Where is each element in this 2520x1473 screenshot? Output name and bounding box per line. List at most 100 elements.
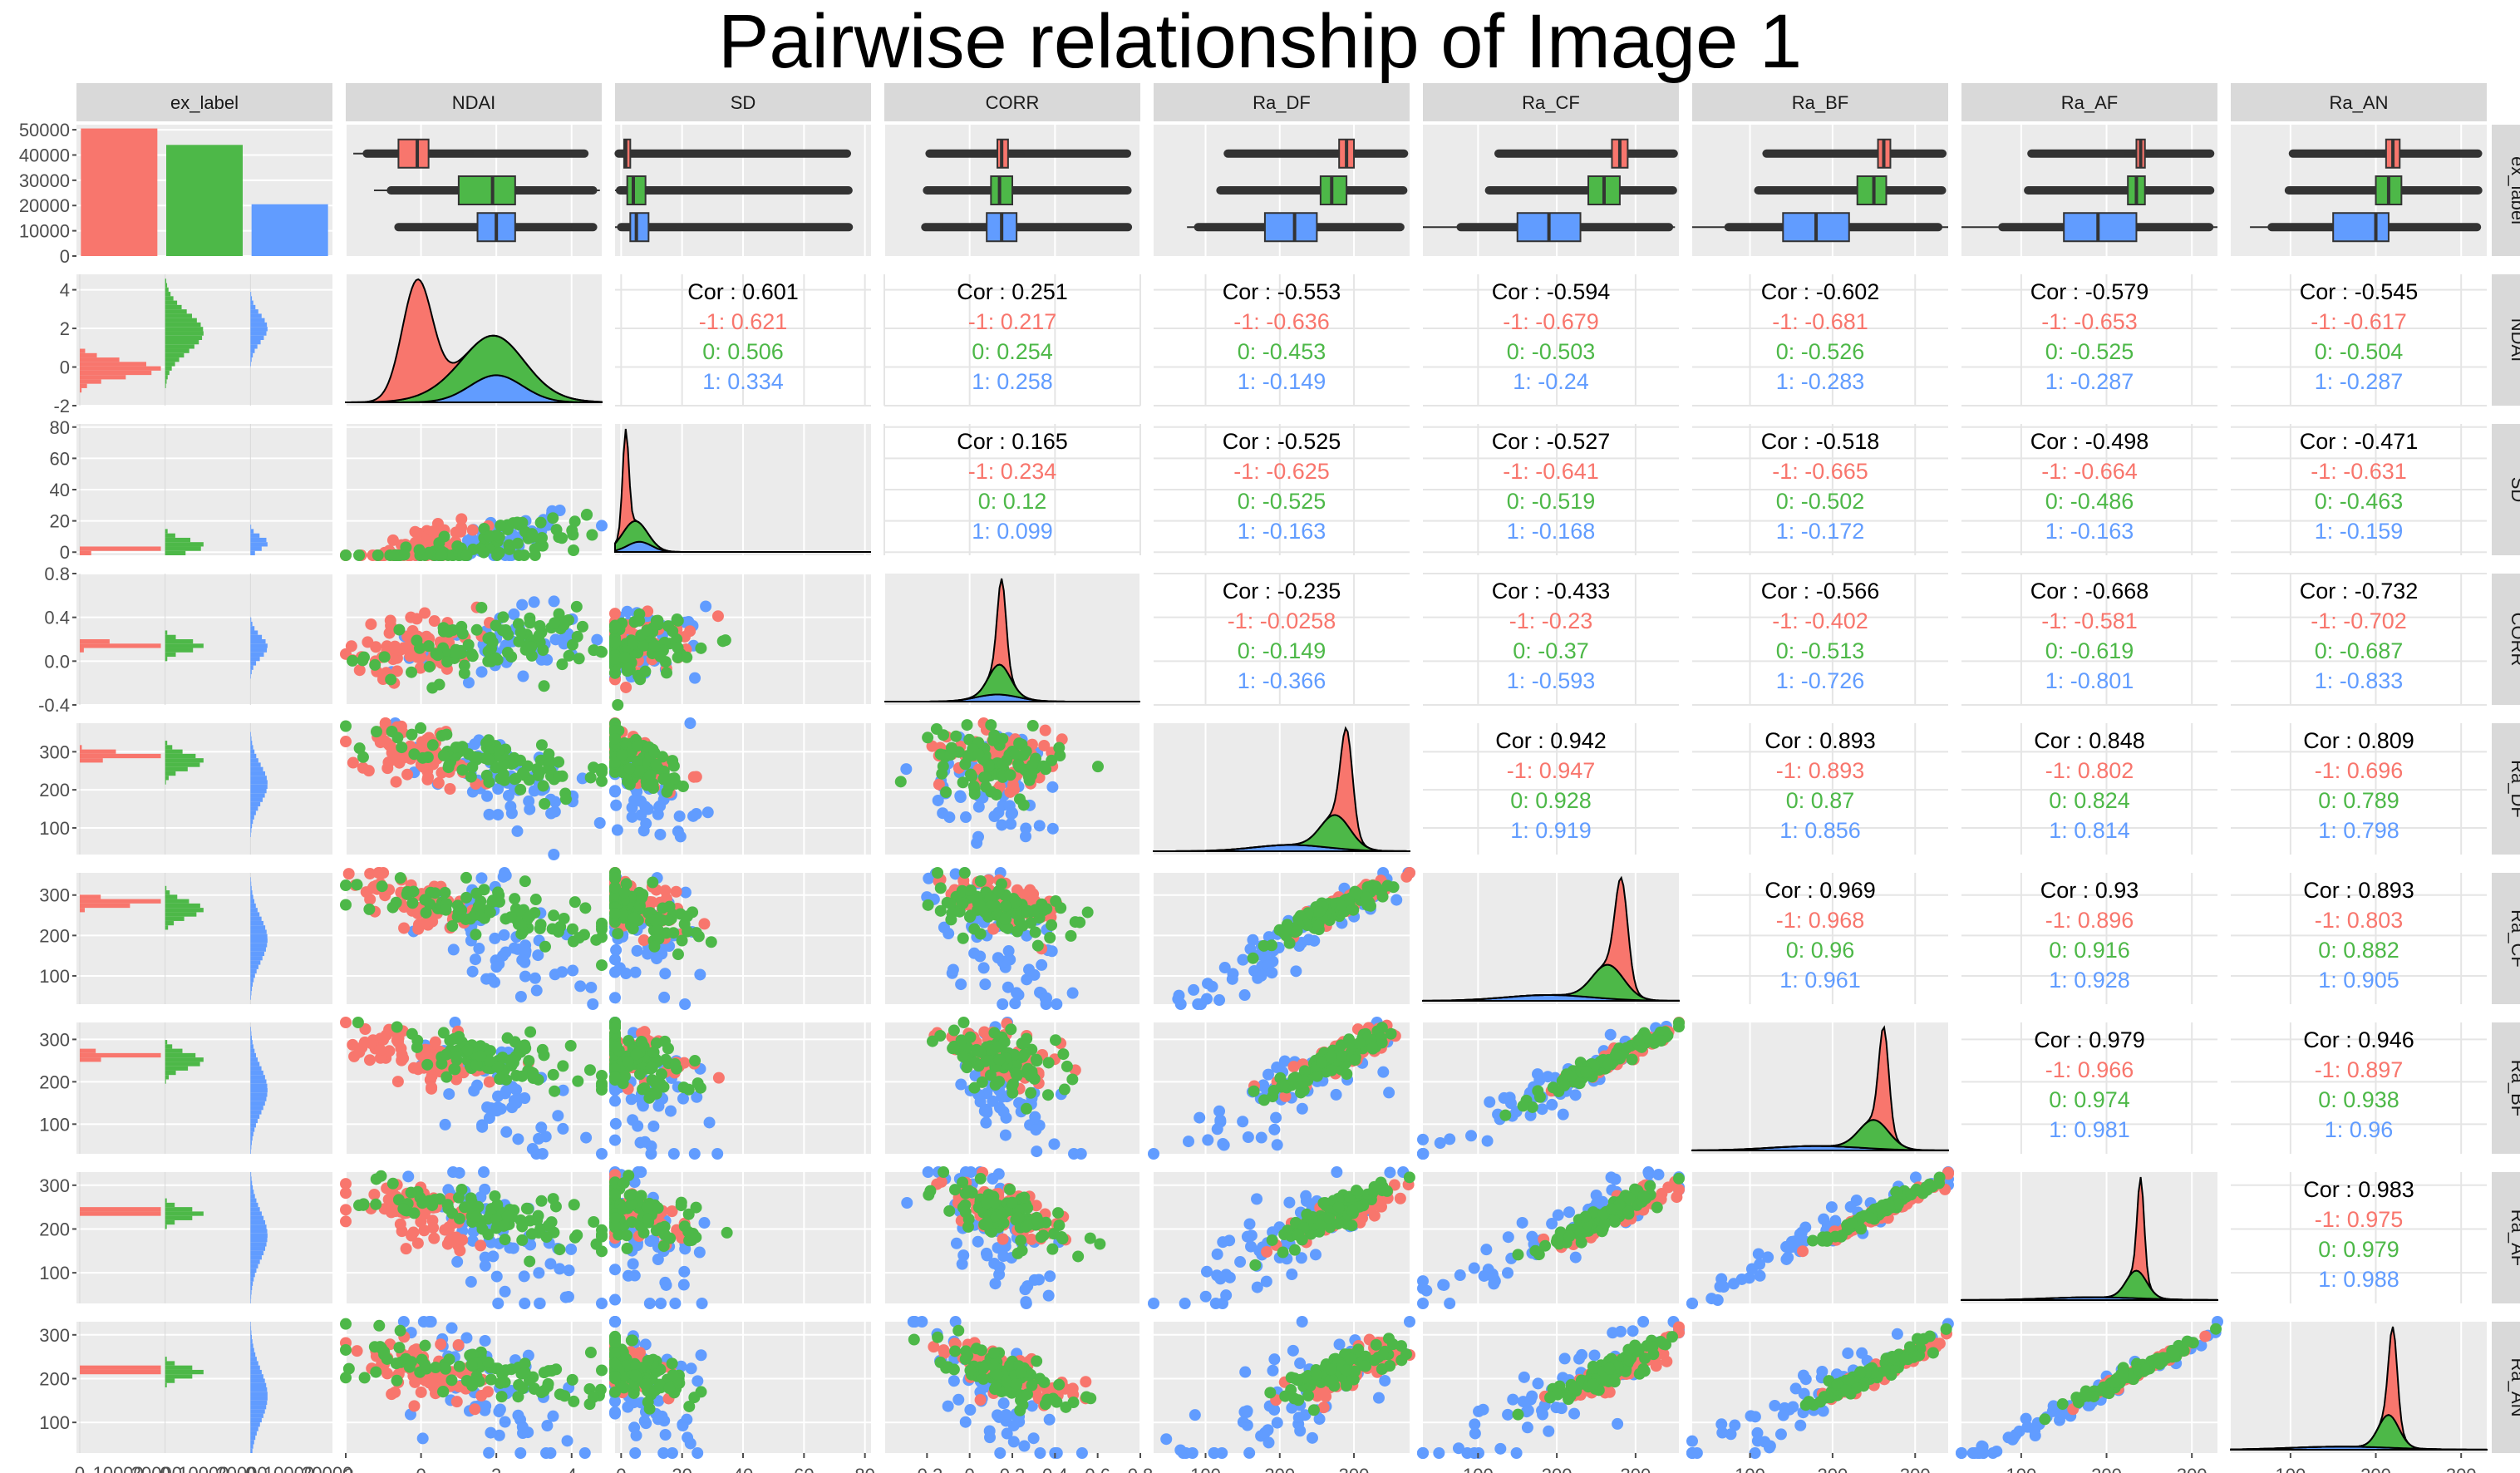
hist-bar-0 <box>165 1052 196 1058</box>
scatter-point-1 <box>667 1148 680 1160</box>
scatter-point-1 <box>694 968 706 981</box>
panel-Ra_DF-CORR <box>883 717 1141 855</box>
scatter-point-1 <box>1029 1111 1041 1123</box>
panel-bg <box>1154 574 1410 705</box>
hist-bar-1 <box>250 665 253 670</box>
scatter-point--1 <box>456 1234 469 1246</box>
scatter-point-0 <box>999 900 1011 913</box>
scatter-point-1 <box>469 953 481 966</box>
hist-bar--1 <box>80 908 85 913</box>
cor-text: 1: 0.798 <box>2318 818 2399 843</box>
scatter-point-0 <box>618 1177 630 1190</box>
hist-bar-1 <box>250 1057 258 1062</box>
hist-bar-1 <box>250 1106 263 1111</box>
scatter-point-0 <box>716 635 729 648</box>
hist-bar--1 <box>80 375 126 380</box>
hist-bar-1 <box>250 881 252 886</box>
panel-ex_label-SD <box>614 125 871 256</box>
strip-right-label-Ra_AN: Ra_AN <box>2508 1358 2520 1417</box>
scatter-point-0 <box>623 778 636 791</box>
scatter-point-0 <box>352 1017 364 1028</box>
scatter-point-1 <box>498 929 510 941</box>
hist-bar-1 <box>250 1185 253 1190</box>
scatter-point-1 <box>1030 1124 1042 1136</box>
scatter-point-1 <box>466 965 479 978</box>
density--1 <box>884 578 1140 702</box>
scatter-point-0 <box>1061 1060 1073 1072</box>
strip-top-Ra_CF <box>1423 83 1679 121</box>
scatter-point-0 <box>524 1255 536 1268</box>
scatter-point-0 <box>376 880 388 893</box>
hist-bar--1 <box>80 379 101 384</box>
scatter-point-1 <box>511 825 524 837</box>
cor-text: -1: 0.621 <box>699 309 788 334</box>
scatter-point-0 <box>494 1072 506 1085</box>
scatter-point--1 <box>475 1239 487 1252</box>
scatter-point-0 <box>627 638 639 650</box>
scatter-point-0 <box>997 732 1009 745</box>
panel-Ra_CF-NDAI <box>340 867 608 1010</box>
hist-bar-1 <box>250 357 252 362</box>
hist-bar-1 <box>250 1238 268 1243</box>
scatter-point-0 <box>1017 799 1030 811</box>
hist-bar-0 <box>165 657 168 662</box>
scatter-point-0 <box>644 769 657 781</box>
scatter-point-0 <box>1046 754 1058 766</box>
strip-top-Ra_AN <box>2231 83 2487 121</box>
cor-text: 0: 0.882 <box>2318 938 2399 963</box>
scatter-point-1 <box>591 633 603 646</box>
scatter-point-0 <box>961 719 973 732</box>
scatter-point-0 <box>543 748 555 761</box>
panel-bg <box>76 1022 332 1154</box>
hist-bar-1 <box>250 537 267 543</box>
hist-bar-1 <box>250 1075 265 1080</box>
scatter-point-1 <box>647 1120 660 1132</box>
scatter-point-0 <box>405 1186 417 1199</box>
hist-bar-1 <box>250 1035 252 1041</box>
scatter-point--1 <box>1039 724 1051 736</box>
scatter-point-0 <box>1553 1085 1565 1097</box>
scatter-point-0 <box>990 788 1002 801</box>
cor-text: 0: 0.12 <box>978 489 1047 514</box>
scatter-point-0 <box>554 1244 566 1256</box>
scatter-point--1 <box>483 1076 495 1088</box>
scatter-point-0 <box>1499 1109 1512 1121</box>
cor-text: -1: 0.966 <box>2045 1057 2134 1082</box>
panel-bg <box>76 574 332 705</box>
scatter-point-0 <box>957 776 969 789</box>
scatter-point-0 <box>675 1200 687 1212</box>
scatter-point-0 <box>483 776 495 788</box>
scatter-point-1 <box>981 1249 993 1262</box>
hist-bar-1 <box>250 824 253 829</box>
cor-text: -1: -0.402 <box>1772 608 1868 633</box>
scatter-point-0 <box>654 650 667 663</box>
scatter-point-0 <box>484 906 496 919</box>
scatter-point-0 <box>548 909 560 922</box>
scatter-point-0 <box>357 751 369 763</box>
scatter-point-0 <box>957 1050 969 1062</box>
scatter-point--1 <box>353 664 366 677</box>
scatter-point--1 <box>362 765 375 777</box>
scatter-point-0 <box>422 640 435 653</box>
scatter-point-0 <box>609 1071 621 1083</box>
cor-text: -1: 0.893 <box>1776 758 1865 783</box>
scatter-point-0 <box>524 617 536 629</box>
scatter-point--1 <box>670 885 682 898</box>
hist-bar-0 <box>165 537 191 543</box>
scatter-point-0 <box>438 530 450 543</box>
scatter-point-1 <box>637 825 650 837</box>
bar-label--1 <box>81 128 158 256</box>
scatter-point-0 <box>407 885 420 898</box>
scatter-point-0 <box>1065 929 1077 942</box>
scatter-point--1 <box>383 627 396 639</box>
scatter-point-0 <box>539 797 551 810</box>
scatter-point-0 <box>626 1216 638 1229</box>
scatter-point-0 <box>609 725 621 737</box>
scatter-point-0 <box>1046 919 1058 931</box>
strip-label-Ra_AN: Ra_AN <box>2330 92 2389 113</box>
scatter-point-0 <box>556 658 568 671</box>
scatter-point-1 <box>955 978 967 991</box>
cor-text: 0: -0.486 <box>2045 489 2134 514</box>
scatter-point-0 <box>1013 737 1026 750</box>
